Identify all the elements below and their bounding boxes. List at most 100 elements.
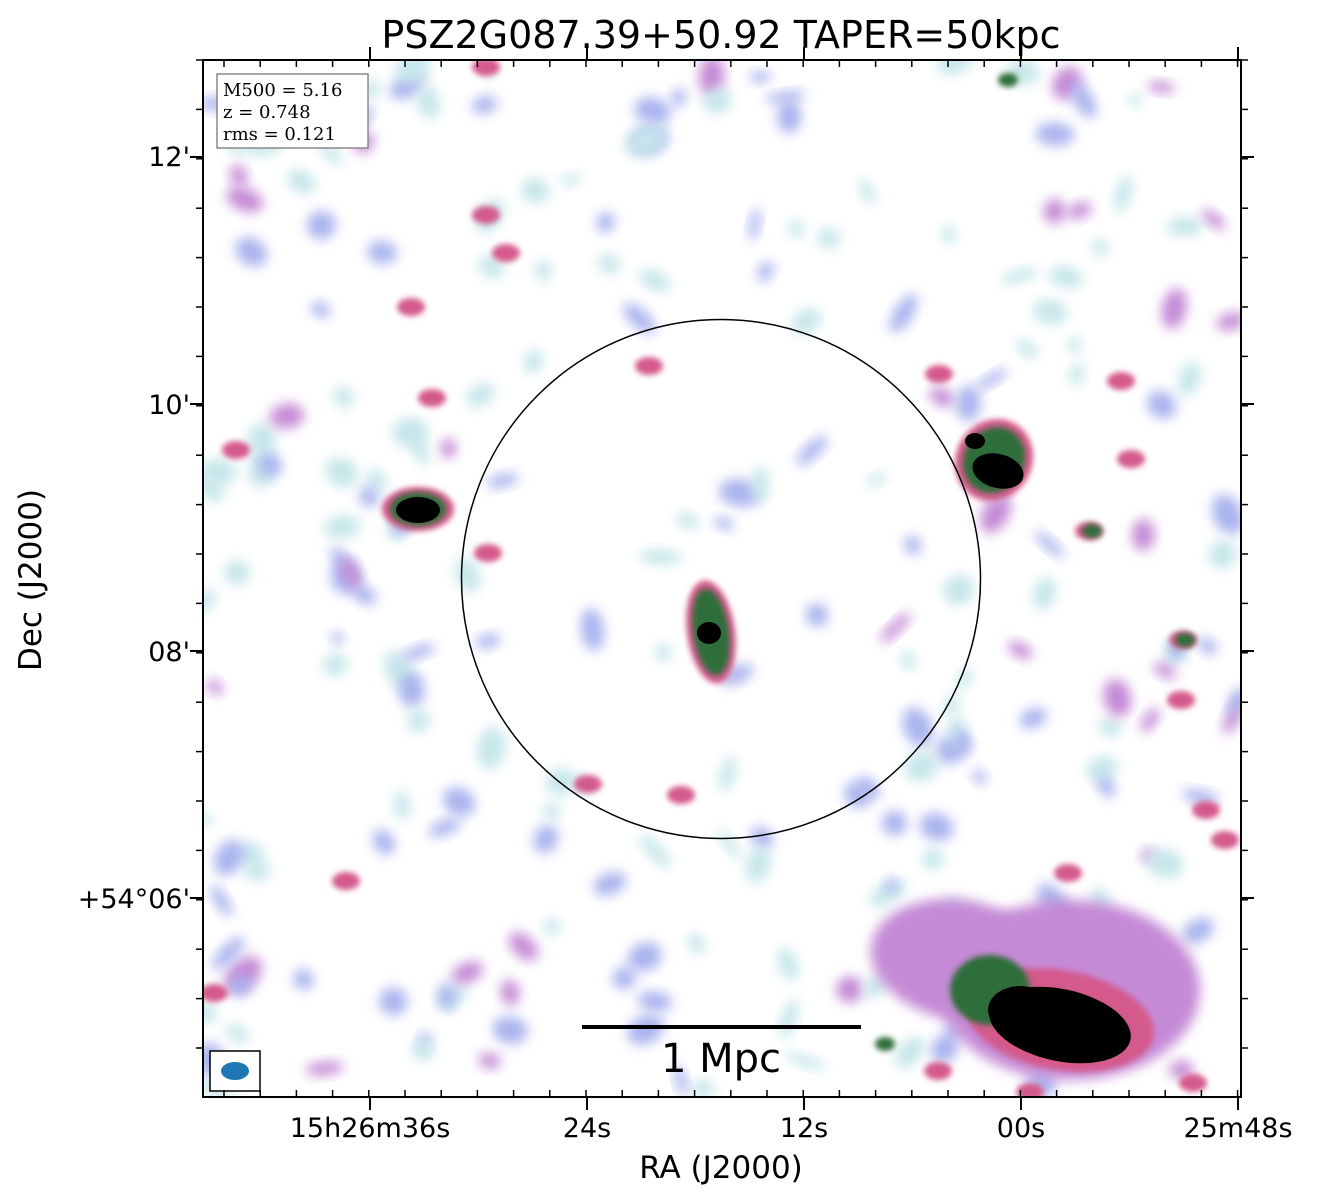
emission-blob <box>972 453 1024 489</box>
emission-blob <box>689 1080 716 1097</box>
r500-circle <box>460 318 982 840</box>
emission-blob <box>1008 641 1033 660</box>
emission-blob <box>921 849 945 870</box>
emission-blob <box>980 493 1012 533</box>
emission-blob <box>752 466 769 502</box>
emission-blob <box>919 812 954 841</box>
emission-blob <box>331 631 344 645</box>
emission-blob <box>323 653 348 676</box>
emission-blob <box>1016 339 1039 358</box>
y-tick-label: 12' <box>148 142 190 173</box>
emission-blob <box>224 560 251 585</box>
x-tick-labels: 15h26m36s 24s 12s 00s 25m48s <box>290 1113 1293 1144</box>
emission-blob <box>407 709 430 733</box>
emission-blob <box>1034 530 1065 558</box>
emission-blob <box>332 872 360 890</box>
emission-blob <box>393 791 411 820</box>
emission-blob <box>392 417 428 448</box>
emission-blob <box>574 775 602 793</box>
emission-blob <box>1175 633 1195 647</box>
emission-blob <box>639 549 683 565</box>
emission-blob <box>976 368 1008 390</box>
emission-blob <box>593 871 627 896</box>
emission-blob <box>1107 372 1135 390</box>
emission-blob <box>398 671 425 708</box>
emission-blob <box>901 650 916 670</box>
emission-blob <box>627 1014 664 1045</box>
emission-blob <box>965 433 985 449</box>
emission-blob <box>307 210 336 240</box>
emission-blob <box>612 966 636 990</box>
emission-blob <box>721 664 754 686</box>
plot-frame <box>202 59 1242 1098</box>
emission-blob <box>521 177 550 204</box>
emission-blob <box>229 975 252 997</box>
beam-ellipse <box>221 1062 249 1080</box>
plot-area: 1 Mpc M500 = 5.16 z = 0.748 rms = 0.121 <box>190 47 1254 1110</box>
emission-blob <box>472 60 500 76</box>
emission-blob <box>784 1052 827 1070</box>
emission-blob <box>1216 312 1241 331</box>
emission-blob <box>1228 687 1241 714</box>
emission-blob <box>203 984 228 1002</box>
emission-blob <box>203 589 216 613</box>
emission-blob <box>1146 848 1183 879</box>
emission-blob <box>750 826 774 849</box>
emission-blob <box>1146 390 1177 419</box>
emission-blob <box>931 1034 959 1064</box>
emission-blob <box>203 458 237 486</box>
x-tick-label: 12s <box>780 1113 828 1144</box>
emission-blob <box>1127 94 1142 107</box>
emission-blob <box>226 187 264 213</box>
emission-blob <box>639 269 671 292</box>
emission-blob <box>1201 209 1226 230</box>
emission-blob <box>1117 450 1145 468</box>
emission-blob <box>580 608 605 652</box>
emission-blob <box>1103 678 1132 717</box>
emission-blob <box>895 1036 925 1069</box>
emission-blob <box>206 679 224 695</box>
info-mass: M500 = 5.16 <box>223 80 342 101</box>
emission-blob <box>750 70 771 84</box>
emission-blob <box>1097 776 1116 798</box>
emission-blob <box>1177 361 1201 396</box>
emission-blob <box>787 220 805 237</box>
emission-blob <box>929 387 955 407</box>
emission-blob <box>269 403 305 429</box>
emission-blob <box>637 991 673 1012</box>
emission-blob <box>475 633 501 649</box>
y-axis-label: Dec (J2000) <box>13 489 49 671</box>
emission-blob <box>442 786 476 817</box>
emission-blob <box>542 803 561 820</box>
emission-blob <box>954 730 971 752</box>
emission-blob <box>777 948 799 981</box>
emission-blob <box>791 308 822 335</box>
emission-blob <box>319 143 344 165</box>
emission-blob <box>1043 198 1066 224</box>
emission-blob <box>1035 122 1075 146</box>
emission-blob <box>333 386 354 409</box>
info-redshift: z = 0.748 <box>223 102 311 123</box>
emission-blob <box>1001 268 1038 284</box>
emission-blob <box>1066 202 1092 219</box>
emission-blob <box>1161 288 1187 330</box>
emission-blob <box>655 643 672 662</box>
emission-blob <box>203 811 213 826</box>
emission-blob <box>634 97 671 125</box>
emission-blob <box>805 603 829 627</box>
emission-blob <box>1114 175 1133 213</box>
scale-bar-label: 1 Mpc <box>661 1036 781 1082</box>
emission-blob <box>1182 789 1220 805</box>
emission-blob <box>258 453 282 477</box>
emission-blob <box>293 969 314 990</box>
emission-blob <box>703 88 732 114</box>
emission-blob <box>943 695 960 715</box>
emission-blob <box>366 469 387 493</box>
emission-blob <box>1182 917 1214 944</box>
emission-blob <box>287 169 316 194</box>
emission-blob <box>438 982 455 1011</box>
emission-blob <box>875 1037 895 1051</box>
emission-blob <box>397 298 425 316</box>
emission-blob <box>764 90 806 103</box>
